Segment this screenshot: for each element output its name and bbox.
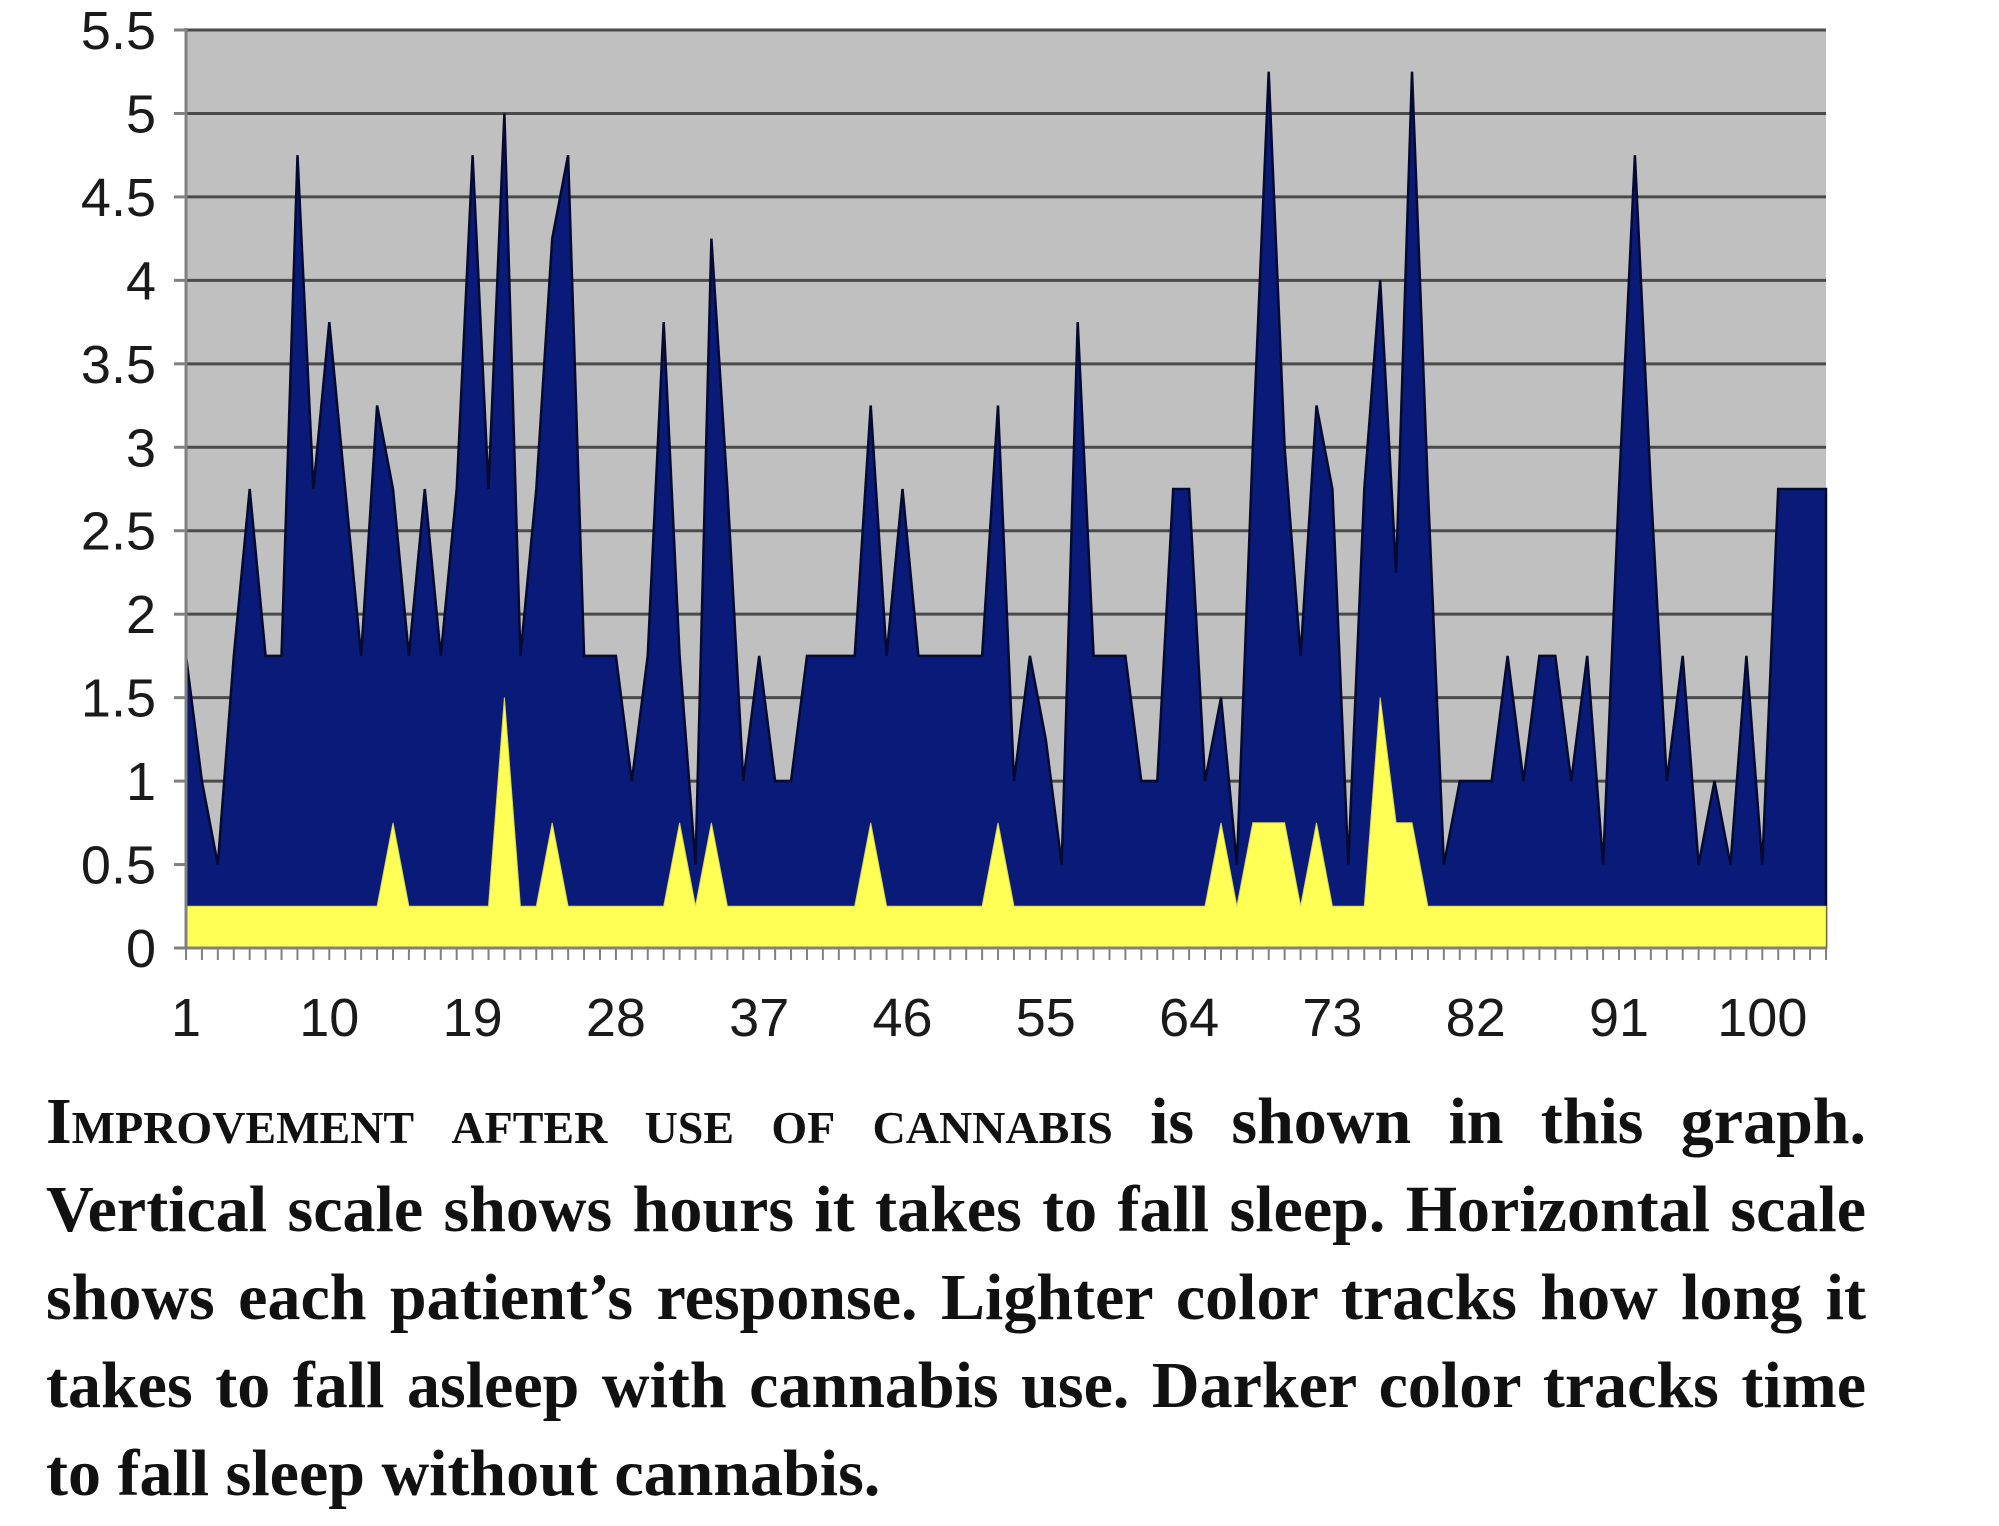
y-tick-label: 0.5	[81, 836, 156, 896]
y-tick-label: 1.5	[81, 669, 156, 729]
x-tick-label: 82	[1446, 988, 1506, 1048]
y-tick-label: 3.5	[81, 335, 156, 395]
y-tick-label: 1	[126, 752, 156, 812]
x-axis-tick-labels: 1 10 19 28 37 46 55 64 73 82 91 100	[171, 988, 1807, 1048]
x-tick-label: 1	[171, 988, 201, 1048]
x-tick-label: 91	[1589, 988, 1649, 1048]
y-tick-label: 4.5	[81, 168, 156, 228]
x-tick-label: 46	[872, 988, 932, 1048]
figure-caption: Improvement after use of cannabis is sho…	[46, 1078, 1866, 1518]
y-tick-label: 4	[126, 251, 156, 311]
x-tick-label: 19	[443, 988, 503, 1048]
x-tick-label: 10	[299, 988, 359, 1048]
x-tick-label: 28	[586, 988, 646, 1048]
y-tick-label: 0	[126, 919, 156, 979]
x-tick-label: 55	[1016, 988, 1076, 1048]
y-tick-label: 2.5	[81, 502, 156, 562]
caption-lead: Improvement after use of cannabis	[46, 1085, 1113, 1158]
sleep-onset-area-chart: 0 0.5 1 1.5 2 2.5 3 3.5 4 4.5 5 5.5 1 10 19 28 37 46 55 64…	[81, 1, 1828, 1048]
x-tick-label: 73	[1302, 988, 1362, 1048]
caption-body: is shown in this graph. Vertical scale s…	[46, 1085, 1866, 1510]
x-tick-label: 37	[729, 988, 789, 1048]
x-tick-label: 100	[1717, 988, 1807, 1048]
series-area-without-cannabis	[184, 71, 1828, 950]
y-tick-label: 5	[126, 84, 156, 144]
series-area-with-cannabis	[185, 697, 1827, 949]
axes	[174, 28, 1827, 960]
y-tick-label: 3	[126, 418, 156, 478]
y-tick-label: 5.5	[81, 1, 156, 61]
y-axis-tick-labels: 0 0.5 1 1.5 2 2.5 3 3.5 4 4.5 5 5.5	[81, 1, 156, 979]
y-tick-label: 2	[126, 585, 156, 645]
data-areas	[184, 71, 1828, 950]
x-tick-label: 64	[1159, 988, 1219, 1048]
